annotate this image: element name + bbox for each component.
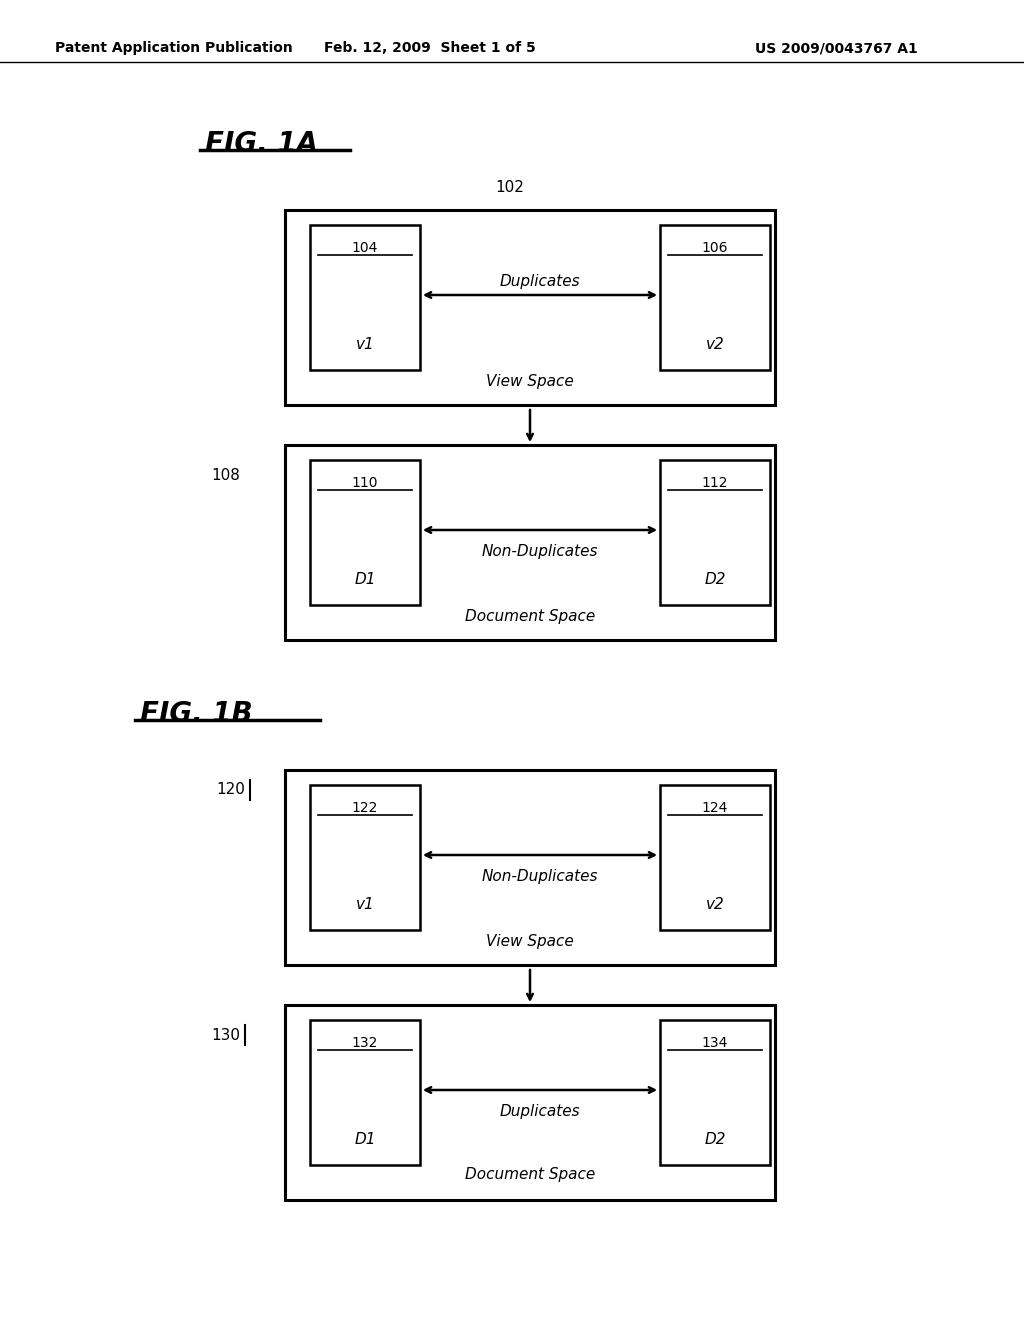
Text: v2: v2 xyxy=(706,337,724,352)
Bar xyxy=(660,459,770,605)
Text: US 2009/0043767 A1: US 2009/0043767 A1 xyxy=(755,41,918,55)
Bar xyxy=(285,1005,775,1200)
Text: Document Space: Document Space xyxy=(465,609,595,624)
Bar xyxy=(285,445,775,640)
Text: 120: 120 xyxy=(216,783,245,797)
Text: Duplicates: Duplicates xyxy=(500,275,581,289)
Text: FIG. 1B: FIG. 1B xyxy=(140,700,253,729)
Text: D1: D1 xyxy=(354,572,376,587)
Text: Non-Duplicates: Non-Duplicates xyxy=(481,869,598,884)
Text: 102: 102 xyxy=(495,180,524,195)
Bar xyxy=(285,210,775,405)
Text: 104: 104 xyxy=(352,242,378,255)
Bar xyxy=(660,785,770,931)
Bar xyxy=(310,1020,420,1166)
Text: Document Space: Document Space xyxy=(465,1167,595,1181)
Bar xyxy=(660,1020,770,1166)
Text: 132: 132 xyxy=(352,1036,378,1049)
Text: v2: v2 xyxy=(706,898,724,912)
Text: Non-Duplicates: Non-Duplicates xyxy=(481,544,598,558)
Text: Patent Application Publication: Patent Application Publication xyxy=(55,41,293,55)
Text: 124: 124 xyxy=(701,801,728,814)
Bar xyxy=(310,459,420,605)
Text: View Space: View Space xyxy=(486,374,573,389)
Text: 106: 106 xyxy=(701,242,728,255)
Text: D1: D1 xyxy=(354,1133,376,1147)
Text: 108: 108 xyxy=(211,467,240,483)
Bar xyxy=(310,224,420,370)
Bar xyxy=(660,224,770,370)
Text: D2: D2 xyxy=(705,572,726,587)
Text: 130: 130 xyxy=(211,1027,240,1043)
Text: 122: 122 xyxy=(352,801,378,814)
Text: Feb. 12, 2009  Sheet 1 of 5: Feb. 12, 2009 Sheet 1 of 5 xyxy=(325,41,536,55)
Bar xyxy=(285,770,775,965)
Text: 112: 112 xyxy=(701,477,728,490)
Text: v1: v1 xyxy=(355,337,375,352)
Text: 110: 110 xyxy=(352,477,378,490)
Bar xyxy=(310,785,420,931)
Text: v1: v1 xyxy=(355,898,375,912)
Text: 134: 134 xyxy=(701,1036,728,1049)
Text: View Space: View Space xyxy=(486,935,573,949)
Text: FIG. 1A: FIG. 1A xyxy=(205,129,318,158)
Text: D2: D2 xyxy=(705,1133,726,1147)
Text: Duplicates: Duplicates xyxy=(500,1104,581,1119)
